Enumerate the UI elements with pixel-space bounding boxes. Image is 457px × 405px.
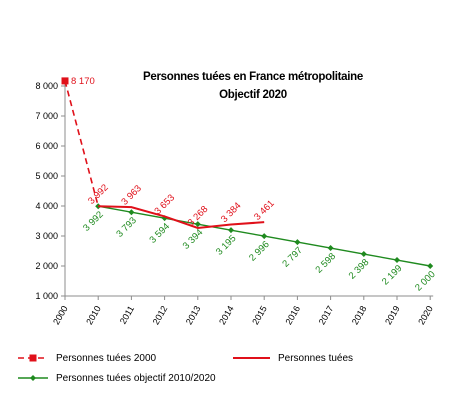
data-label-objectif: 2 996 (247, 239, 272, 264)
x-tick-label: 2014 (217, 304, 236, 326)
data-label-reelles: 3 653 (153, 192, 178, 217)
data-label-reelles: 3 963 (119, 183, 144, 208)
x-tick-label: 2000 (51, 304, 70, 326)
data-point-objectif (394, 257, 400, 264)
data-label-reelles: 3 461 (252, 198, 277, 223)
x-tick-label: 2020 (416, 304, 435, 326)
series-layer (61, 77, 434, 269)
data-label-objectif: 3 793 (114, 215, 139, 240)
data-point-objectif (228, 227, 234, 234)
data-label-objectif: 3 594 (148, 221, 173, 246)
legend-marker-2000 (29, 354, 37, 362)
axes: 1 000 2 000 3 000 4 000 5 000 6 000 7 000 8 000… (35, 80, 435, 326)
y-tick-label: 1 000 (35, 291, 58, 301)
x-tick-label: 2013 (184, 304, 203, 326)
data-point-objectif (427, 263, 434, 269)
x-tick-label: 2019 (383, 304, 402, 326)
data-label-2000: 8 170 (71, 76, 95, 87)
y-tick-label: 6 000 (35, 141, 58, 151)
data-point-objectif (194, 221, 201, 228)
y-tick-label: 5 000 (35, 171, 58, 181)
series-line-2000 (64, 80, 99, 207)
data-label-objectif: 2 797 (280, 245, 305, 270)
series-line-reelles (98, 205, 265, 229)
data-label-objectif: 3 195 (214, 233, 239, 258)
chart-title-line1: Personnes tuées en France métropolitaine (143, 71, 363, 83)
x-tick-label: 2012 (151, 304, 170, 326)
x-tick-label: 2015 (250, 304, 269, 326)
data-label-objectif: 2 398 (347, 257, 372, 282)
data-label-objectif: 2 598 (314, 251, 339, 276)
legend-label-2000: Personnes tuées 2000 (56, 353, 157, 364)
x-tick-label: 2018 (350, 304, 369, 326)
data-label-objectif: 3 394 (181, 227, 206, 252)
x-tick-label: 2010 (84, 304, 103, 326)
y-tick-label: 7 000 (35, 111, 58, 121)
data-point-objectif (294, 239, 301, 246)
y-tick-label: 4 000 (35, 201, 58, 211)
data-point-2000 (61, 77, 69, 85)
x-tick-label: 2011 (118, 304, 136, 326)
legend-marker-objectif (30, 375, 36, 381)
chart-title-line2: Objectif 2020 (219, 89, 287, 101)
data-point-objectif (360, 251, 367, 258)
legend-label-objectif: Personnes tuées objectif 2010/2020 (56, 373, 216, 384)
x-tick-label: 2016 (283, 304, 302, 326)
data-label-reelles: 3 384 (219, 200, 244, 225)
data-label-objectif: 2 000 (413, 269, 438, 294)
data-label-reelles: 3 992 (86, 182, 111, 207)
data-label-objectif: 3 992 (81, 209, 106, 234)
data-point-objectif (128, 209, 135, 216)
data-label-objectif: 2 199 (380, 263, 405, 288)
x-tick-label: 2017 (317, 304, 336, 326)
legend: Personnes tuées 2000 Personnes tuées Perso… (18, 353, 353, 384)
data-point-objectif (327, 245, 334, 252)
data-point-objectif (261, 233, 268, 240)
y-tick-label: 3 000 (35, 231, 58, 241)
legend-label-reelles: Personnes tuées (278, 353, 353, 364)
y-tick-label: 8 000 (35, 81, 58, 91)
y-tick-label: 2 000 (35, 261, 58, 271)
